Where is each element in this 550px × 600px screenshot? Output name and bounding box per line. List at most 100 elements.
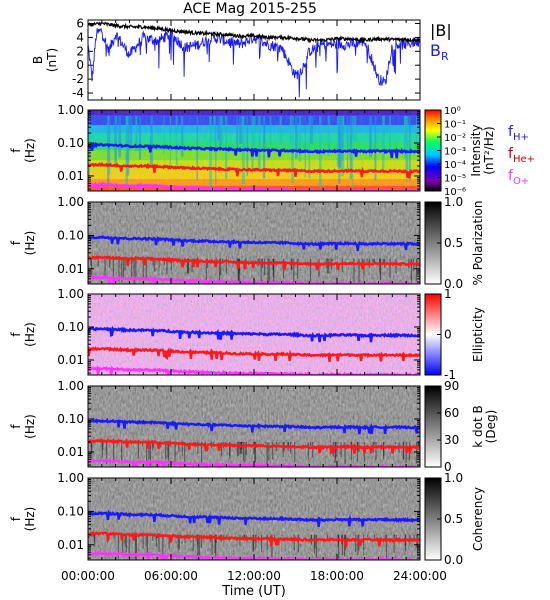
figure-title: ACE Mag 2015-255 <box>183 1 317 17</box>
spectrogram-streak <box>272 258 274 271</box>
spectrogram-streak <box>404 534 407 552</box>
spectrogram-streak <box>149 442 152 466</box>
spectrogram-streak <box>101 442 103 458</box>
y-tick-label: 0.10 <box>57 504 84 518</box>
spectrogram-streak <box>102 442 104 450</box>
colorbar-label: % Polarization <box>471 201 485 286</box>
polarization-panel: 1.00 0.10 0.01 f (Hz) 1.0 0.5 0.0 % Polarization <box>9 195 485 291</box>
colorbar-tick-label: 1.0 <box>444 471 463 485</box>
spectrogram-streak <box>326 258 329 261</box>
spectrogram-streak <box>344 442 346 464</box>
spectrogram-streak <box>137 442 139 459</box>
spectrogram-streak <box>350 442 353 461</box>
spectrogram-streak <box>158 534 160 553</box>
legend-bmag: |B| <box>430 21 452 40</box>
spectrogram-streak <box>341 534 343 556</box>
spectrogram-streak <box>336 442 338 457</box>
y-tick-label: 0.01 <box>57 262 84 276</box>
spectrogram-streak <box>350 442 352 448</box>
spectrogram-streak <box>168 534 170 549</box>
spectrogram-streak <box>177 534 179 552</box>
panel-ylabel-unit: (Hz) <box>23 322 37 347</box>
spectrogram-streak <box>122 258 125 280</box>
colorbar-tick-label: 1.0 <box>444 195 463 209</box>
spectrogram-streak <box>383 442 385 460</box>
spectrogram-streak <box>416 442 418 464</box>
spectrogram-streak <box>243 534 245 539</box>
ellipticity-panel: 1.00 0.10 0.01 f (Hz) 1 0 -1 Ellipticity <box>9 287 485 382</box>
fh-curve <box>88 325 420 343</box>
y-tick-label: 0.01 <box>57 353 84 367</box>
spectrogram-streak <box>334 442 336 463</box>
spectrogram-streak <box>201 442 203 466</box>
spectrogram-streak <box>260 258 262 283</box>
spectrogram-streak <box>373 258 375 264</box>
time-tick-label: 18:00:00 <box>310 569 364 583</box>
spectrogram-streak <box>353 258 355 283</box>
spectrogram-streak <box>214 534 216 554</box>
spectrogram-streak <box>393 534 395 537</box>
panel-ylabel-unit: (Hz) <box>23 414 37 439</box>
spectrogram-streak <box>181 442 183 456</box>
colorbar-tick-label: 60 <box>444 406 459 420</box>
spectrogram-streak <box>367 534 369 538</box>
spectrogram-streak <box>395 534 397 541</box>
spectrogram-streak <box>293 534 295 551</box>
spectrogram-streak <box>109 258 111 268</box>
legend-fh-sub: H+ <box>513 132 529 143</box>
bfield-series <box>87 21 421 98</box>
spectrogram-streak <box>372 258 374 264</box>
spectrogram-streak <box>345 534 347 545</box>
spectrogram-streak <box>245 442 247 455</box>
spectrogram-streak <box>90 258 93 278</box>
series-bmag-line <box>87 21 421 44</box>
colorbar-tick-label: 30 <box>444 433 459 447</box>
spectrogram-streak <box>226 534 228 537</box>
spectrogram-streak <box>378 258 381 267</box>
spectrogram-streak <box>163 258 166 266</box>
colorbar-tick-label: 90 <box>444 379 459 393</box>
spectrogram-streak <box>152 258 154 266</box>
spectrogram-streak <box>125 534 127 553</box>
spectrogram-streak <box>375 442 377 460</box>
spectrogram-streak <box>88 534 90 539</box>
spectrogram-streak <box>107 258 109 260</box>
spectrogram-streak <box>184 442 186 467</box>
spectrogram-streak <box>200 534 202 548</box>
spectrogram-streak <box>273 258 275 284</box>
spectrogram-streak <box>268 258 270 284</box>
spectrogram-streak <box>254 442 256 462</box>
spectrogram-streak <box>186 258 188 273</box>
spectrogram-streak <box>312 442 314 458</box>
spectrogram-streak <box>151 442 154 451</box>
spectrogram-streak <box>90 258 92 266</box>
legend-fhe-sub: He+ <box>513 154 535 165</box>
panel-ylabel-f: f <box>9 516 23 521</box>
spectrogram-streak <box>238 258 241 283</box>
spectrogram-streak <box>211 534 213 555</box>
spectrogram-streak <box>198 534 200 560</box>
spectrogram-streak <box>417 534 419 557</box>
y-tick-label: 1.00 <box>57 471 84 485</box>
spectrogram-streak <box>310 534 312 541</box>
spectrogram-streak <box>297 258 299 279</box>
spectrogram-streak <box>229 442 231 460</box>
spectrogram-streak <box>267 258 269 283</box>
spectrogram-streak <box>271 442 274 460</box>
bfield-y-tick-label: 2 <box>76 44 84 58</box>
colorbar-tick-label: 10⁻⁴ <box>444 160 466 171</box>
spectrogram-streak <box>358 258 360 284</box>
spectrogram-streak <box>152 442 155 448</box>
y-tick-label: 0.01 <box>57 445 84 459</box>
spectrogram-streak <box>225 258 228 275</box>
spectrogram-streak <box>281 534 283 537</box>
colorbar-tick-label: 1 <box>444 287 452 301</box>
spectrogram-streak <box>93 534 95 543</box>
spectrogram-streak <box>155 534 158 547</box>
spectrogram-streak <box>326 258 329 274</box>
spectrogram-streak <box>239 442 241 454</box>
spectrogram-streak <box>121 258 123 283</box>
spectrogram-streak <box>268 442 270 461</box>
colorbar-tick-label: 0 <box>444 460 452 474</box>
